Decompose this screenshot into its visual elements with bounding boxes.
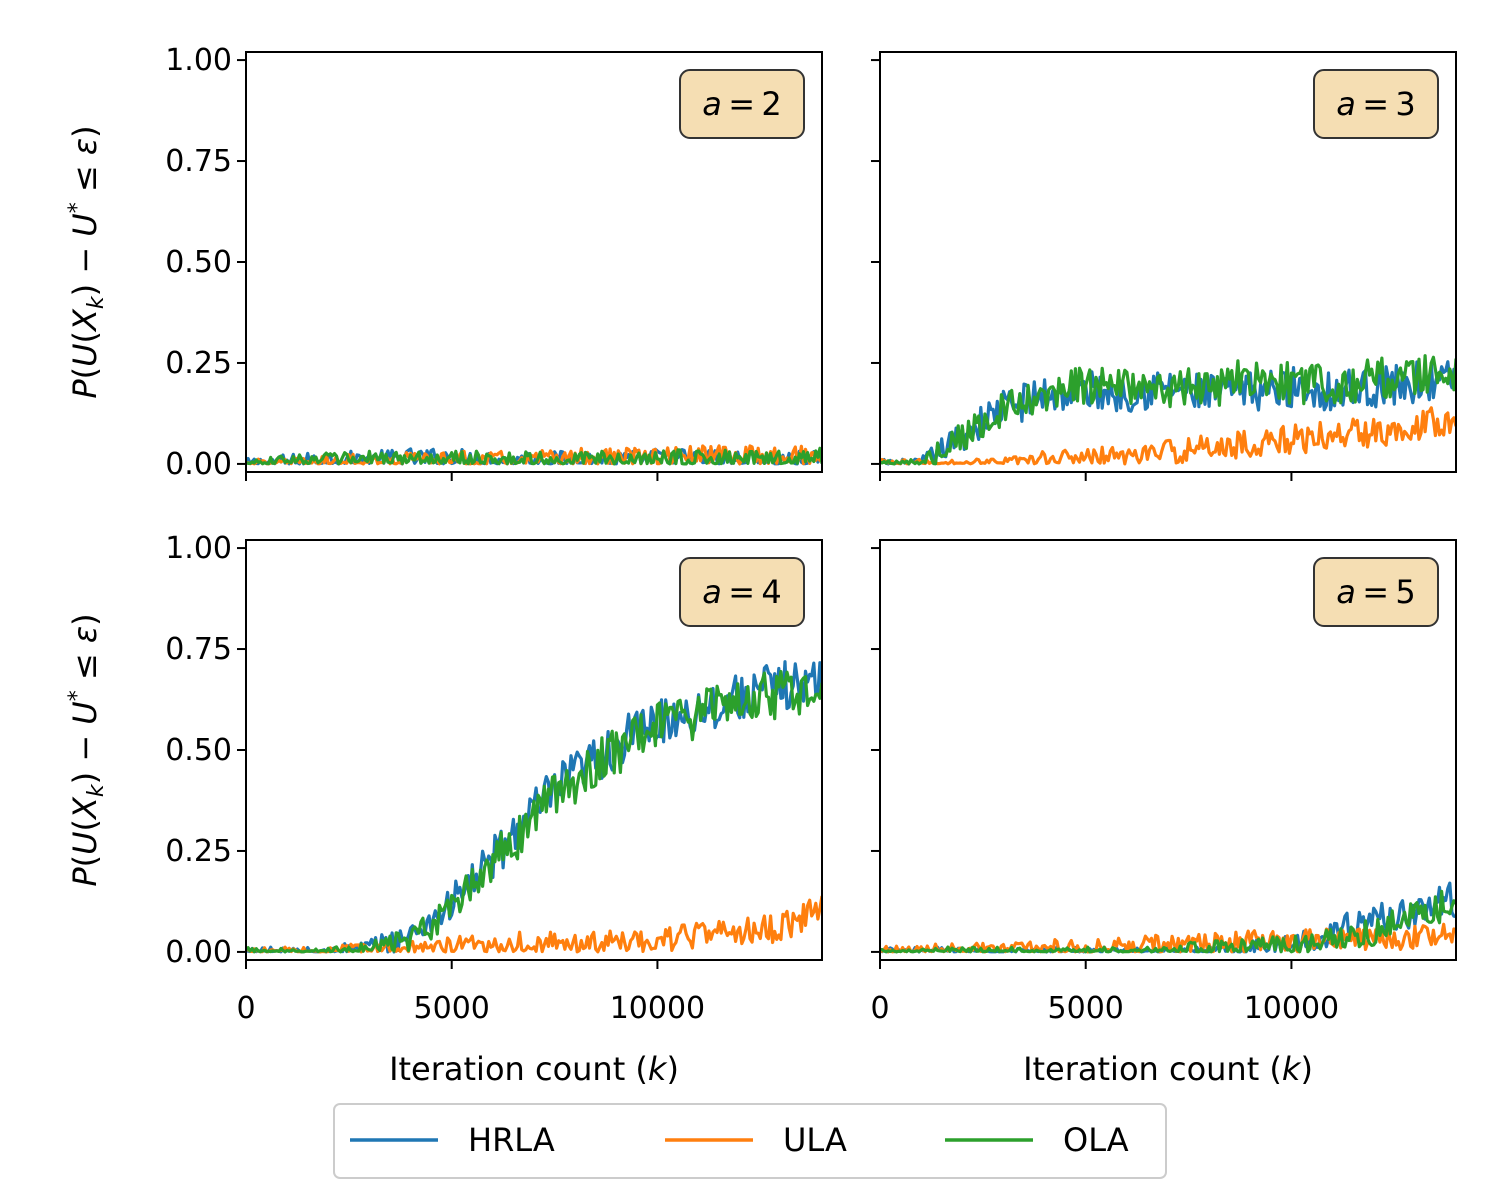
panel-badge	[679, 69, 805, 139]
y-tick-label: 0.50	[165, 245, 232, 280]
series-line-ula	[880, 922, 1456, 954]
series-line-ola	[246, 669, 822, 954]
series-line-ola	[880, 889, 1456, 954]
panel-1: 0.00 0.25 0.50 0.75 1.00 a = 2 P(U(Xk) − U* ≤ …	[65, 43, 823, 482]
legend-label-hrla: HRLA	[468, 1121, 555, 1159]
x-tick-label: 10000	[610, 991, 705, 1026]
panel-badge-label: a = 3	[1336, 85, 1416, 123]
panel-badge-label: a = 4	[702, 573, 782, 611]
y-axis-label: P(U(Xk) − U* ≤ ε)	[65, 125, 109, 398]
x-axis-label: Iteration count (k)	[1023, 1050, 1313, 1088]
y-tick-label: 0.00	[165, 447, 232, 482]
y-tick-label: 0.25	[165, 834, 232, 869]
y-tick-label: 0.75	[165, 632, 232, 667]
legend-label-ula: ULA	[783, 1121, 847, 1159]
panel-badge	[1313, 69, 1439, 139]
panel-4: 0 5000 10000 a = 5 Iteration count (k)	[870, 539, 1457, 1088]
series-line-ola	[880, 354, 1456, 466]
series-line-ula	[246, 895, 822, 954]
y-tick-label: 0.75	[165, 144, 232, 179]
y-tick-label: 0.25	[165, 346, 232, 381]
y-tick-label: 0.00	[165, 935, 232, 970]
x-tick-label: 5000	[1048, 991, 1124, 1026]
x-tick-label: 0	[870, 991, 889, 1026]
y-tick-label: 0.50	[165, 733, 232, 768]
legend-label-ola: OLA	[1063, 1121, 1129, 1159]
panel-badge-label: a = 5	[1336, 573, 1416, 611]
x-axis-label: Iteration count (k)	[389, 1050, 679, 1088]
series-line-ula	[880, 406, 1456, 466]
series-line-ola	[246, 446, 822, 466]
y-tick-label: 1.00	[165, 43, 232, 78]
x-tick-label: 0	[236, 991, 255, 1026]
panel-badge-label: a = 2	[702, 85, 782, 123]
panel-badge	[1313, 557, 1439, 627]
panel-3: 0.00 0.25 0.50 0.75 1.00 0 5000 10000 a = 4 P(U(X…	[65, 531, 823, 1088]
panel-badge	[679, 557, 805, 627]
legend: HRLA ULA OLA	[333, 1103, 1167, 1179]
x-tick-label: 10000	[1244, 991, 1339, 1026]
panel-2: a = 3	[871, 51, 1457, 481]
y-axis-label: P(U(Xk) − U* ≤ ε)	[65, 613, 109, 886]
y-tick-label: 1.00	[165, 531, 232, 566]
x-tick-label: 5000	[414, 991, 490, 1026]
panels-group: 0.00 0.25 0.50 0.75 1.00 a = 2 P(U(Xk) − U* ≤ …	[65, 43, 1457, 1088]
